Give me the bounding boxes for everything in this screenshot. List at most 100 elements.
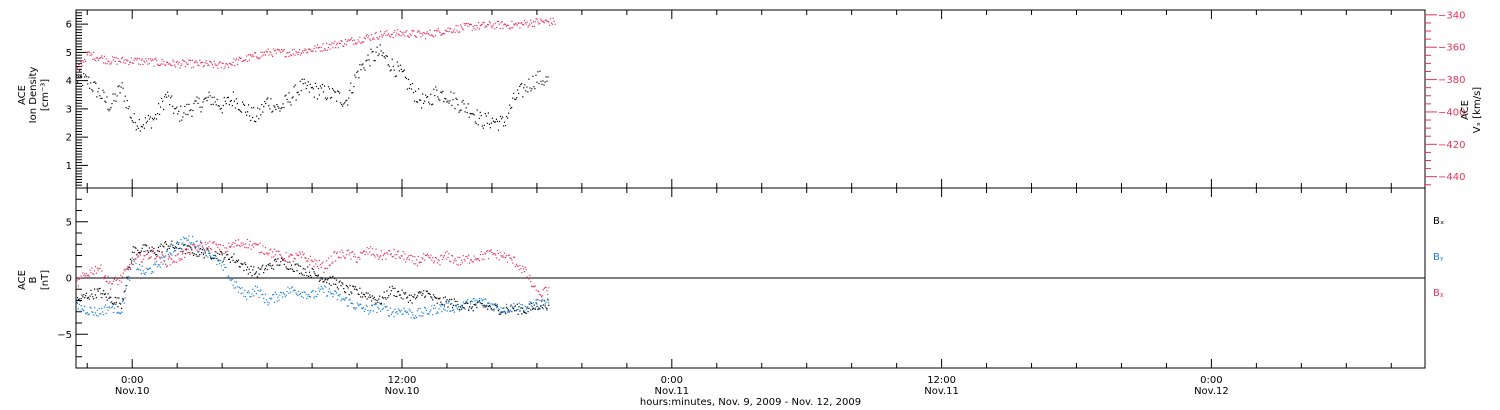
by-point — [333, 293, 335, 295]
vx-point — [298, 51, 300, 53]
density-point — [121, 82, 123, 84]
bz-point — [150, 256, 152, 258]
density-point — [289, 101, 291, 103]
bx-point — [133, 251, 135, 254]
by-point — [94, 312, 97, 314]
by-point — [480, 298, 482, 300]
bx-point — [130, 260, 133, 262]
vx-point — [500, 22, 502, 24]
vx-point — [372, 37, 374, 39]
vx-point — [416, 31, 419, 33]
bz-point — [170, 257, 172, 259]
bz-point — [301, 251, 303, 253]
by-point — [443, 306, 446, 308]
bz-point — [492, 253, 494, 256]
bx-point — [143, 250, 145, 253]
density-point — [194, 100, 196, 102]
by-point — [546, 309, 548, 311]
bx-point — [153, 247, 155, 250]
vx-point — [300, 52, 303, 54]
by-point — [98, 307, 100, 310]
vx-point — [440, 34, 442, 36]
bx-point — [350, 291, 352, 293]
vx-point — [388, 35, 391, 37]
bx-point — [325, 278, 327, 280]
vx-point — [239, 57, 241, 60]
bz-point — [101, 270, 103, 272]
vx-point — [301, 50, 303, 52]
bz-point — [456, 263, 458, 266]
vx-point — [504, 23, 506, 25]
bx-point — [390, 290, 392, 292]
vx-point — [108, 61, 110, 63]
bz-point — [236, 245, 238, 247]
bz-point — [387, 253, 389, 255]
bx-point — [518, 306, 520, 308]
bz-point — [463, 258, 465, 261]
bz-point — [139, 254, 142, 256]
density-point — [137, 127, 139, 129]
density-point — [172, 105, 174, 107]
by-point — [400, 309, 402, 311]
vx-point — [273, 50, 276, 52]
density-point — [119, 92, 121, 94]
density-point — [379, 44, 381, 46]
vx-point — [229, 63, 231, 65]
bx-point — [346, 285, 348, 288]
vx-point — [148, 63, 151, 65]
vx-point — [235, 59, 237, 61]
by-point — [272, 293, 275, 296]
vx-point — [406, 35, 409, 37]
bz-point — [156, 255, 159, 257]
bx-point — [468, 309, 470, 312]
vx-point — [296, 51, 298, 54]
bx-point — [172, 244, 174, 246]
vx-point — [153, 65, 155, 67]
vx-point — [368, 35, 370, 37]
bx-point — [333, 283, 335, 285]
b-tick-label: 5 — [66, 217, 72, 228]
bz-point — [506, 261, 508, 263]
density-point — [352, 92, 354, 94]
bz-point — [541, 295, 544, 297]
bx-point — [459, 308, 461, 311]
vx-point — [80, 61, 82, 63]
density-point — [371, 51, 373, 53]
density-point — [395, 75, 397, 77]
density-point — [396, 61, 398, 63]
bx-point — [247, 273, 249, 275]
density-point — [389, 70, 391, 72]
density-point — [376, 46, 378, 48]
by-point — [111, 305, 114, 308]
bx-point — [412, 295, 414, 298]
vx-point — [174, 64, 176, 66]
bx-point — [93, 288, 96, 290]
density-point — [295, 99, 297, 101]
bx-point — [495, 305, 498, 307]
vx-point — [460, 24, 462, 26]
vx-point — [219, 61, 222, 63]
bx-point — [93, 298, 95, 300]
vx-point — [527, 26, 529, 28]
by-point — [106, 306, 108, 309]
density-point — [245, 114, 248, 116]
bz-point — [394, 254, 396, 256]
bz-point — [158, 256, 160, 258]
bz-point — [543, 287, 545, 290]
bz-point — [270, 248, 272, 250]
vx-point — [113, 57, 115, 59]
by-point — [121, 300, 124, 303]
vx-point — [493, 23, 495, 25]
density-point — [332, 89, 335, 91]
by-point — [343, 298, 345, 300]
by-point — [303, 291, 305, 293]
bz-point — [323, 271, 325, 273]
by-point — [187, 239, 189, 241]
bz-point — [206, 249, 208, 251]
by-point — [306, 297, 308, 300]
by-point — [116, 312, 118, 314]
bz-point — [201, 242, 203, 245]
bz-point — [430, 254, 432, 256]
by-point — [282, 292, 285, 294]
density-point — [499, 115, 502, 117]
